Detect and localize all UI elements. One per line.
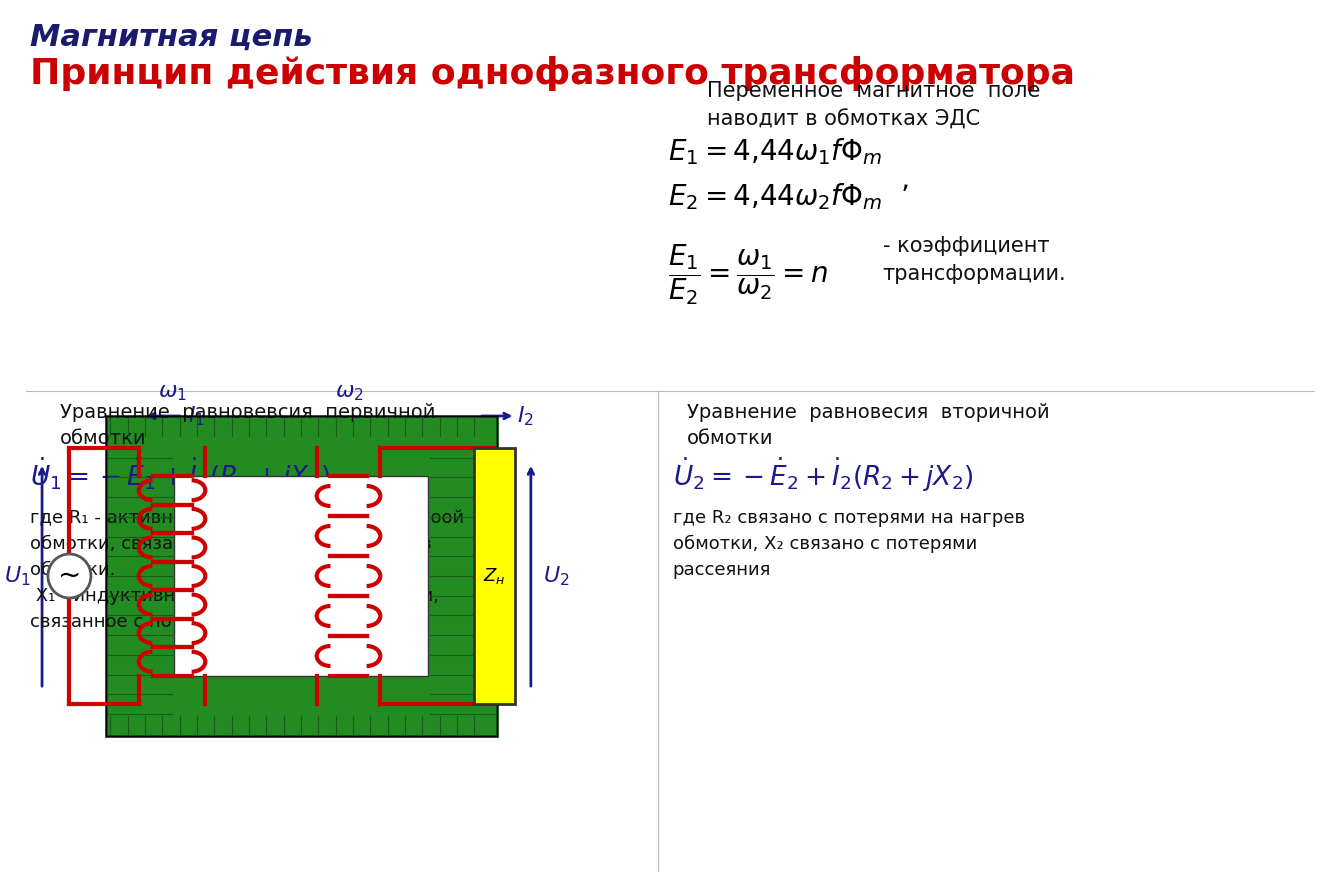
Text: $E_1 = 4{,}44\omega_1 f\Phi_m$: $E_1 = 4{,}44\omega_1 f\Phi_m$ bbox=[668, 136, 882, 167]
Text: - коэффициент
трансформации.: - коэффициент трансформации. bbox=[883, 236, 1066, 284]
Text: $Z_н$: $Z_н$ bbox=[484, 566, 505, 586]
Text: $\dot{U}_1 = -\dot{E}_1 + \dot{I}_1(R_1 + jX_1)$: $\dot{U}_1 = -\dot{E}_1 + \dot{I}_1(R_1 … bbox=[31, 456, 331, 494]
Text: Принцип действия однофазного трансформатора: Принцип действия однофазного трансформат… bbox=[31, 56, 1075, 91]
Text: ~: ~ bbox=[58, 562, 81, 590]
Text: $I_2$: $I_2$ bbox=[517, 404, 534, 428]
Text: $U_1$: $U_1$ bbox=[4, 564, 31, 588]
Text: Уравнение  равновесия  вторичной
обмотки: Уравнение равновесия вторичной обмотки bbox=[687, 403, 1050, 448]
Text: $E_2 = 4{,}44\omega_2 f\Phi_m$  ’: $E_2 = 4{,}44\omega_2 f\Phi_m$ ’ bbox=[668, 181, 909, 211]
Bar bbox=[474, 448, 515, 704]
Text: $\dot{U}_2 = -\dot{E}_2 + \dot{I}_2(R_2 + jX_2)$: $\dot{U}_2 = -\dot{E}_2 + \dot{I}_2(R_2 … bbox=[672, 456, 973, 494]
Text: $U_2$: $U_2$ bbox=[543, 564, 569, 588]
Text: где R₁ - активное сопротивление первичноой
обмотки, связанное с потерями на нагр: где R₁ - активное сопротивление первично… bbox=[31, 509, 465, 631]
Text: $\omega_1$: $\omega_1$ bbox=[157, 383, 187, 403]
Text: где R₂ связано с потерями на нагрев
обмотки, X₂ связано с потерями
рассеяния: где R₂ связано с потерями на нагрев обмо… bbox=[672, 509, 1024, 579]
Text: $I_1$: $I_1$ bbox=[188, 404, 204, 428]
Text: Уравнение  равновевсия  первичной
обмотки: Уравнение равновевсия первичной обмотки bbox=[59, 403, 435, 448]
Text: Магнитная цепь: Магнитная цепь bbox=[31, 23, 313, 52]
Text: $\dfrac{E_1}{E_2} = \dfrac{\omega_1}{\omega_2} = n$: $\dfrac{E_1}{E_2} = \dfrac{\omega_1}{\om… bbox=[668, 243, 828, 307]
Bar bbox=[106, 416, 497, 736]
Bar bbox=[106, 416, 497, 736]
Text: $\omega_2$: $\omega_2$ bbox=[335, 383, 363, 403]
Bar bbox=[173, 476, 429, 676]
Circle shape bbox=[48, 554, 91, 598]
Text: Переменное  магнитное  поле
наводит в обмотках ЭДС: Переменное магнитное поле наводит в обмо… bbox=[707, 81, 1040, 130]
